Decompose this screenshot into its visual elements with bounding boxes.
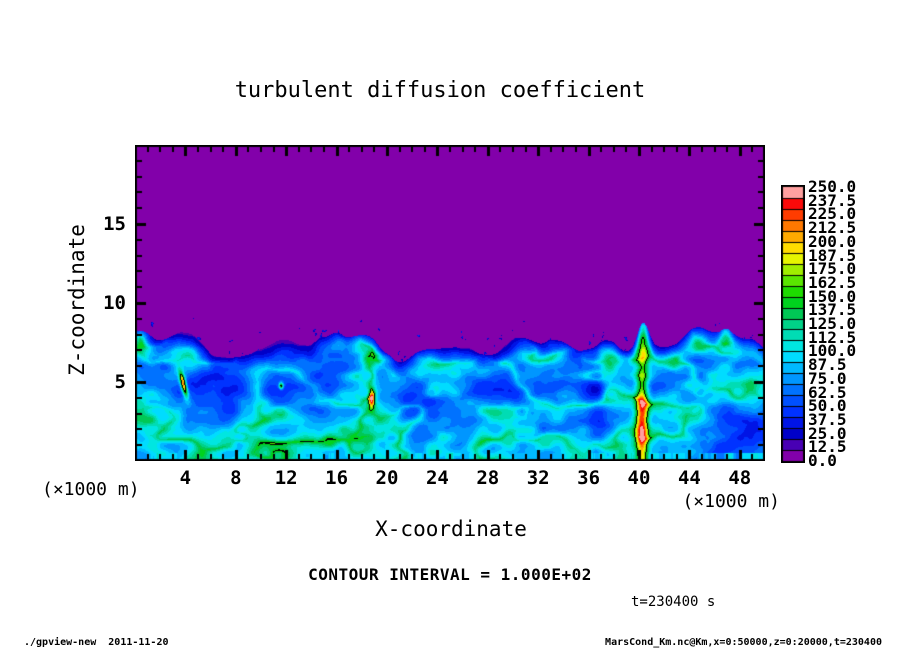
x-tick-label: 4 xyxy=(179,467,192,489)
x-tick-label: 24 xyxy=(425,467,449,489)
colorbar-label: 162.5 xyxy=(808,272,857,292)
colorbar-label: 212.5 xyxy=(808,218,857,238)
x-axis-unit-label: (×1000 m) xyxy=(682,491,780,512)
footer-dataset-text: MarsCond_Km.nc@Km,x=0:50000,z=0:20000,t=… xyxy=(605,637,882,648)
x-tick-label: 28 xyxy=(476,467,500,489)
colorbar-label: 150.0 xyxy=(808,286,857,306)
x-tick-label: 16 xyxy=(325,467,349,489)
colorbar-label: 137.5 xyxy=(808,300,857,320)
colorbar-label: 25.0 xyxy=(808,423,847,443)
colorbar-label: 200.0 xyxy=(808,231,857,251)
x-tick-label: 44 xyxy=(677,467,701,489)
contour-plot-canvas xyxy=(135,145,765,461)
colorbar-label: 62.5 xyxy=(808,382,847,402)
x-tick-label: 12 xyxy=(274,467,298,489)
y-tick-label: 15 xyxy=(103,213,126,235)
colorbar-label: 187.5 xyxy=(808,245,857,265)
colorbar-label: 250.0 xyxy=(808,177,857,196)
colorbar-label: 237.5 xyxy=(808,190,857,210)
footer-command-text: ./gpview-new 2011-11-20 xyxy=(24,637,169,648)
x-tick-label: 8 xyxy=(230,467,242,489)
colorbar-label: 87.5 xyxy=(808,355,847,375)
x-tick-label: 32 xyxy=(526,467,550,489)
colorbar-label: 37.5 xyxy=(808,409,847,429)
colorbar-label: 100.0 xyxy=(808,341,857,361)
y-axis-unit-label: (×1000 m) xyxy=(42,479,140,500)
time-stamp: t=230400 s xyxy=(631,594,716,610)
y-tick-label: 10 xyxy=(103,292,126,314)
colorbar-label: 0.0 xyxy=(808,451,837,470)
colorbar-label: 225.0 xyxy=(808,204,857,224)
colorbar xyxy=(781,185,805,463)
contour-interval-text: CONTOUR INTERVAL = 1.000E+02 xyxy=(308,565,592,584)
x-tick-label: 36 xyxy=(577,467,601,489)
colorbar-label: 75.0 xyxy=(808,368,847,388)
x-tick-label: 20 xyxy=(375,467,399,489)
x-tick-label: 48 xyxy=(728,467,752,489)
colorbar-label: 12.5 xyxy=(808,437,847,457)
colorbar-label: 50.0 xyxy=(808,396,847,416)
x-tick-label: 40 xyxy=(627,467,651,489)
colorbar-label: 175.0 xyxy=(808,259,857,279)
y-tick-label: 5 xyxy=(114,371,126,393)
x-axis-label: X-coordinate xyxy=(375,517,527,541)
plot-title: turbulent diffusion coefficient xyxy=(234,78,646,103)
colorbar-label: 125.0 xyxy=(808,314,857,333)
colorbar-label: 112.5 xyxy=(808,327,857,347)
